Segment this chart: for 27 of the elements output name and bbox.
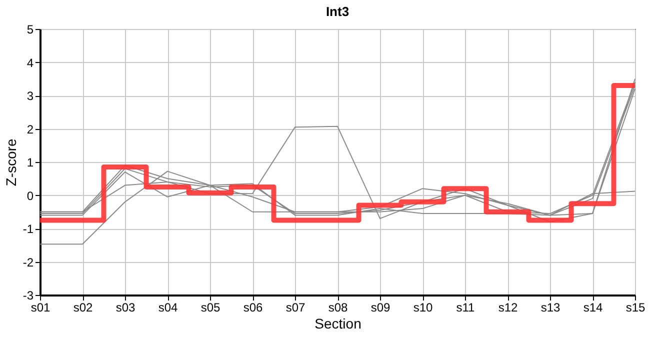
x-tick-label: s03: [116, 300, 136, 314]
y-tick-label: 2: [26, 122, 34, 136]
x-tick-label: s14: [583, 300, 603, 314]
y-tick-label: -3: [22, 288, 34, 302]
y-tick-label: 1: [26, 156, 34, 170]
x-tick-label: s13: [540, 300, 560, 314]
x-tick-label: s02: [73, 300, 93, 314]
chart-title: Int3: [326, 4, 350, 19]
x-tick-label: s12: [498, 300, 518, 314]
y-tick-label: -2: [22, 255, 34, 270]
y-tick-label: 0: [26, 188, 34, 203]
x-tick-label: s07: [286, 300, 306, 314]
x-tick-label: s11: [456, 300, 476, 314]
y-axis-title: Z-score: [2, 138, 19, 186]
x-tick-label: s05: [200, 300, 220, 314]
x-tick-label: s15: [626, 300, 646, 314]
x-tick-label: s04: [158, 300, 178, 314]
y-tick-label: 3: [26, 89, 34, 103]
x-tick-label: s08: [328, 300, 348, 314]
x-tick-label: s10: [413, 300, 433, 314]
x-tick-label: s01: [30, 300, 50, 314]
y-tick-label: 4: [26, 56, 34, 70]
x-tick-label: s09: [370, 300, 390, 314]
y-tick-label: 5: [26, 22, 34, 36]
x-axis-title: Section: [314, 316, 362, 332]
y-tick-label: -1: [22, 222, 34, 236]
x-tick-label: s06: [243, 300, 263, 314]
